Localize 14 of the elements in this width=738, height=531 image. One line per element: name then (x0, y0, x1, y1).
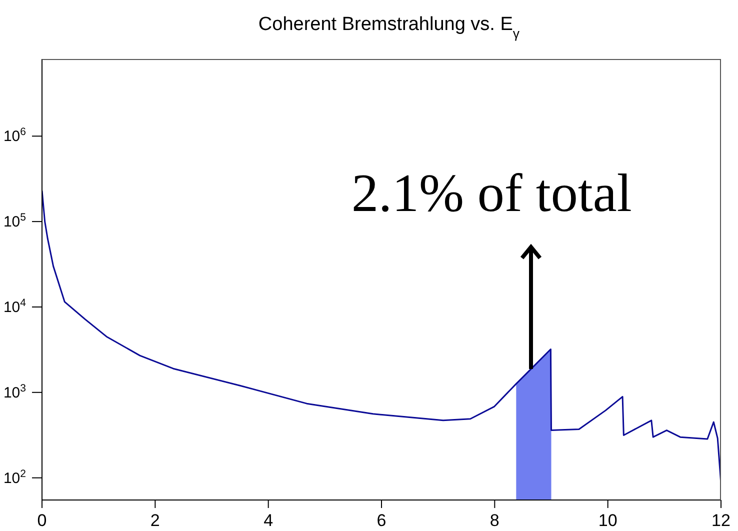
y-tick-label: 10$^{4}$ (3, 296, 26, 316)
x-tick-label: 0 (37, 511, 47, 530)
y-tick-label: 10$^{5}$ (3, 212, 26, 231)
x-tick-label: 12 (712, 511, 730, 530)
x-tick-label: 10 (598, 511, 618, 530)
y-tick-label: 10$^{2}$ (3, 468, 26, 487)
annotation: 2.1% of total (351, 162, 632, 223)
x-tick-label: 6 (376, 511, 386, 530)
y-tick-label: 10$^{3}$ (3, 382, 26, 402)
x-tick-label: 8 (490, 511, 500, 530)
x-tick-label: 2 (150, 511, 160, 530)
chart-title: Coherent Bremstrahlung vs. E$_{γ}$ (258, 14, 520, 40)
y-tick-label: 10$^{6}$ (3, 126, 26, 146)
x-tick-label: 4 (264, 511, 274, 530)
